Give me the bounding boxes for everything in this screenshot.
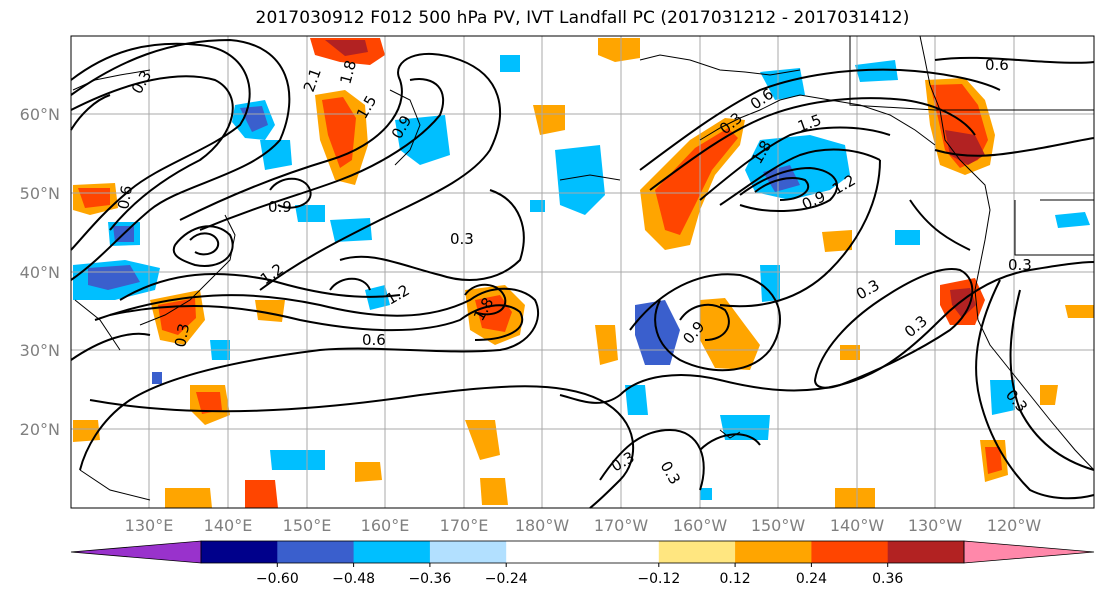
colorbar-segment (887, 541, 965, 563)
lat-label: 60°N (20, 105, 60, 124)
lon-label: 130°E (125, 516, 174, 535)
colorbar-tick-label: −0.60 (256, 571, 299, 587)
lon-label: 170°W (594, 516, 649, 535)
contour-label: 0.6 (114, 184, 136, 211)
pv-contours (70, 38, 1095, 509)
colorbar-tick-label: 0.24 (796, 571, 827, 587)
coastlines (72, 35, 1095, 501)
contour-label: 0.3 (450, 230, 474, 248)
colorbar-tick-label: −0.48 (332, 571, 375, 587)
lon-label: 150°W (751, 516, 806, 535)
map-frame (70, 35, 1095, 509)
contour-label: 0.9 (268, 198, 292, 216)
lat-labels: 20°N 30°N 40°N 50°N 60°N (20, 105, 60, 439)
contour-label: 0.6 (362, 331, 386, 349)
lat-label: 20°N (20, 420, 60, 439)
colorbar-segment (429, 541, 507, 563)
lat-label: 40°N (20, 263, 60, 282)
colorbar-segment (658, 541, 736, 563)
colorbar-segment (201, 541, 278, 563)
colorbar-tick-label: −0.36 (408, 571, 451, 587)
graticule (71, 36, 1094, 508)
colorbar-segment (811, 541, 889, 563)
colorbar-tick-label: 0.36 (872, 571, 903, 587)
colorbar-tick-label: 0.12 (720, 571, 751, 587)
lon-label: 180°W (515, 516, 570, 535)
lon-label: 170°E (440, 516, 489, 535)
contour-label: 0.3 (1008, 256, 1032, 274)
anomaly-shading (73, 38, 1094, 508)
contour-label: 1.8 (336, 58, 360, 86)
lon-label: 120°W (987, 516, 1042, 535)
map-title: 2017030912 F012 500 hPa PV, IVT Landfall… (255, 8, 910, 28)
colorbar-tick-label: −0.12 (637, 571, 680, 587)
colorbar-outline (200, 540, 965, 564)
lat-label: 50°N (20, 184, 60, 203)
lon-label: 150°E (283, 516, 332, 535)
lon-label: 140°E (204, 516, 253, 535)
lon-label: 140°W (830, 516, 885, 535)
lon-labels: 130°E 140°E 150°E 160°E 170°E 180°W 170°… (125, 516, 1042, 535)
lon-label: 130°W (908, 516, 963, 535)
colorbar-extend-min (70, 540, 202, 564)
colorbar-segment (735, 541, 812, 563)
colorbar-segment (506, 541, 583, 563)
colorbar-segment (277, 541, 355, 563)
lon-label: 160°E (361, 516, 410, 535)
colorbar-tick-label: −0.24 (485, 571, 528, 587)
lat-label: 30°N (20, 341, 60, 360)
contour-label: 0.3 (171, 322, 193, 349)
colorbar: −0.60 −0.48 −0.36 −0.24 −0.12 0.12 0.24 0.36 (70, 540, 1095, 587)
colorbar-segment (582, 541, 660, 563)
colorbar-segment (353, 541, 431, 563)
lon-label: 160°W (673, 516, 728, 535)
colorbar-extend-max (963, 540, 1095, 564)
contour-label: 0.6 (985, 56, 1009, 74)
